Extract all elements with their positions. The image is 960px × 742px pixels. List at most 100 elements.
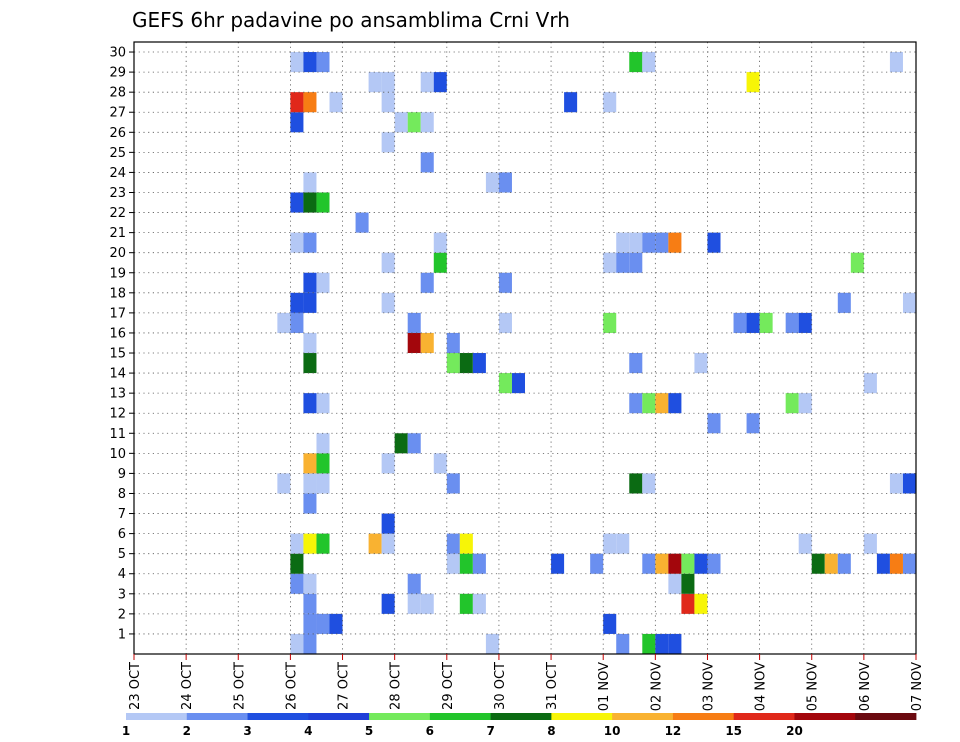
precip-cell bbox=[303, 393, 317, 414]
legend-swatch bbox=[429, 713, 492, 720]
precip-cell bbox=[655, 553, 669, 574]
precip-cell bbox=[420, 272, 434, 293]
y-tick-label: 28 bbox=[109, 86, 126, 101]
precip-cell bbox=[290, 192, 304, 213]
precip-cell bbox=[316, 433, 330, 454]
precip-cell bbox=[381, 513, 395, 534]
legend-label: 1 bbox=[122, 724, 130, 738]
precip-cell bbox=[290, 92, 304, 113]
precip-cell bbox=[290, 312, 304, 333]
precip-cell bbox=[798, 312, 812, 333]
precip-cell bbox=[420, 332, 434, 354]
y-tick-label: 29 bbox=[109, 66, 126, 81]
precip-cell bbox=[824, 553, 838, 574]
precip-cell bbox=[303, 533, 317, 554]
precip-cell bbox=[616, 252, 630, 273]
precip-cell bbox=[446, 332, 460, 354]
precip-cell bbox=[420, 72, 434, 93]
precip-cell bbox=[681, 553, 695, 574]
precip-cell bbox=[694, 553, 708, 574]
precip-cell bbox=[629, 252, 643, 273]
legend-swatch bbox=[855, 713, 917, 720]
precip-cell bbox=[889, 553, 903, 574]
y-tick-label: 4 bbox=[118, 567, 126, 582]
legend-label: 3 bbox=[243, 724, 251, 738]
precip-cell bbox=[498, 312, 512, 333]
precip-cell bbox=[303, 292, 317, 313]
x-tick-label: 30 OCT bbox=[493, 662, 508, 710]
x-tick-label: 26 OCT bbox=[284, 662, 299, 710]
legend-swatch bbox=[490, 713, 552, 720]
precip-cell bbox=[407, 433, 421, 454]
precip-cell bbox=[303, 453, 317, 474]
precip-cell bbox=[642, 393, 656, 414]
precip-cell bbox=[616, 633, 630, 654]
y-tick-label: 8 bbox=[118, 487, 126, 502]
precip-cell bbox=[303, 272, 317, 293]
precip-cell bbox=[707, 553, 721, 574]
precip-cell bbox=[485, 633, 499, 654]
legend-swatch bbox=[551, 713, 613, 720]
precip-cell bbox=[902, 473, 916, 494]
legend-label: 2 bbox=[183, 724, 191, 738]
precip-cell bbox=[616, 533, 630, 554]
precip-cell bbox=[407, 573, 421, 594]
precip-cell bbox=[433, 252, 447, 273]
precip-cell bbox=[798, 393, 812, 414]
x-tick-label: 23 OCT bbox=[128, 662, 143, 710]
precip-cell bbox=[303, 473, 317, 494]
x-tick-label: 03 NOV bbox=[701, 662, 716, 711]
precip-cell bbox=[733, 312, 747, 333]
precip-cell bbox=[603, 312, 617, 333]
precip-cell bbox=[707, 232, 721, 253]
x-tick-label: 01 NOV bbox=[597, 662, 612, 711]
legend-label: 20 bbox=[786, 724, 803, 738]
precip-cell bbox=[785, 393, 799, 414]
legend-swatch bbox=[612, 713, 674, 720]
precip-cell bbox=[837, 553, 851, 574]
precip-cell bbox=[316, 473, 330, 494]
precip-cell bbox=[759, 312, 773, 333]
x-tick-label: 02 NOV bbox=[649, 662, 664, 711]
y-tick-label: 19 bbox=[109, 266, 126, 281]
precip-cell bbox=[668, 573, 682, 594]
precip-cell bbox=[420, 152, 434, 173]
precip-cell bbox=[316, 453, 330, 474]
precip-cell bbox=[642, 232, 656, 253]
y-tick-label: 26 bbox=[109, 126, 126, 141]
precip-cell bbox=[902, 553, 916, 574]
y-tick-label: 25 bbox=[109, 146, 126, 161]
precip-cell bbox=[316, 613, 330, 634]
precip-cell bbox=[303, 353, 317, 374]
precip-cell bbox=[303, 613, 317, 634]
precip-cell bbox=[746, 72, 760, 93]
precip-cell bbox=[459, 353, 473, 374]
precip-cell bbox=[303, 573, 317, 594]
precip-cell bbox=[863, 533, 877, 554]
x-tick-label: 07 NOV bbox=[910, 662, 925, 711]
x-tick-label: 29 OCT bbox=[441, 662, 456, 710]
precip-cell bbox=[472, 593, 486, 614]
x-tick-label: 04 NOV bbox=[754, 662, 769, 711]
y-tick-label: 6 bbox=[118, 527, 126, 542]
precip-cell bbox=[381, 92, 395, 113]
precip-cell bbox=[629, 473, 643, 494]
y-tick-label: 14 bbox=[109, 367, 126, 382]
precip-cell bbox=[902, 292, 916, 313]
precip-cell bbox=[785, 312, 799, 333]
precip-cell bbox=[590, 553, 604, 574]
legend-label: 4 bbox=[304, 724, 312, 738]
legend-label: 5 bbox=[365, 724, 373, 738]
x-tick-label: 31 OCT bbox=[545, 662, 560, 710]
precip-cell bbox=[433, 72, 447, 93]
legend-label: 8 bbox=[547, 724, 555, 738]
precip-cell bbox=[642, 473, 656, 494]
precip-cell bbox=[290, 553, 304, 574]
y-tick-label: 10 bbox=[109, 447, 126, 462]
precip-cell bbox=[668, 633, 682, 654]
precip-cell bbox=[655, 633, 669, 654]
precip-cell bbox=[277, 312, 291, 333]
x-tick-label: 24 OCT bbox=[180, 662, 195, 710]
precip-cell bbox=[616, 232, 630, 253]
precip-cell bbox=[837, 292, 851, 313]
